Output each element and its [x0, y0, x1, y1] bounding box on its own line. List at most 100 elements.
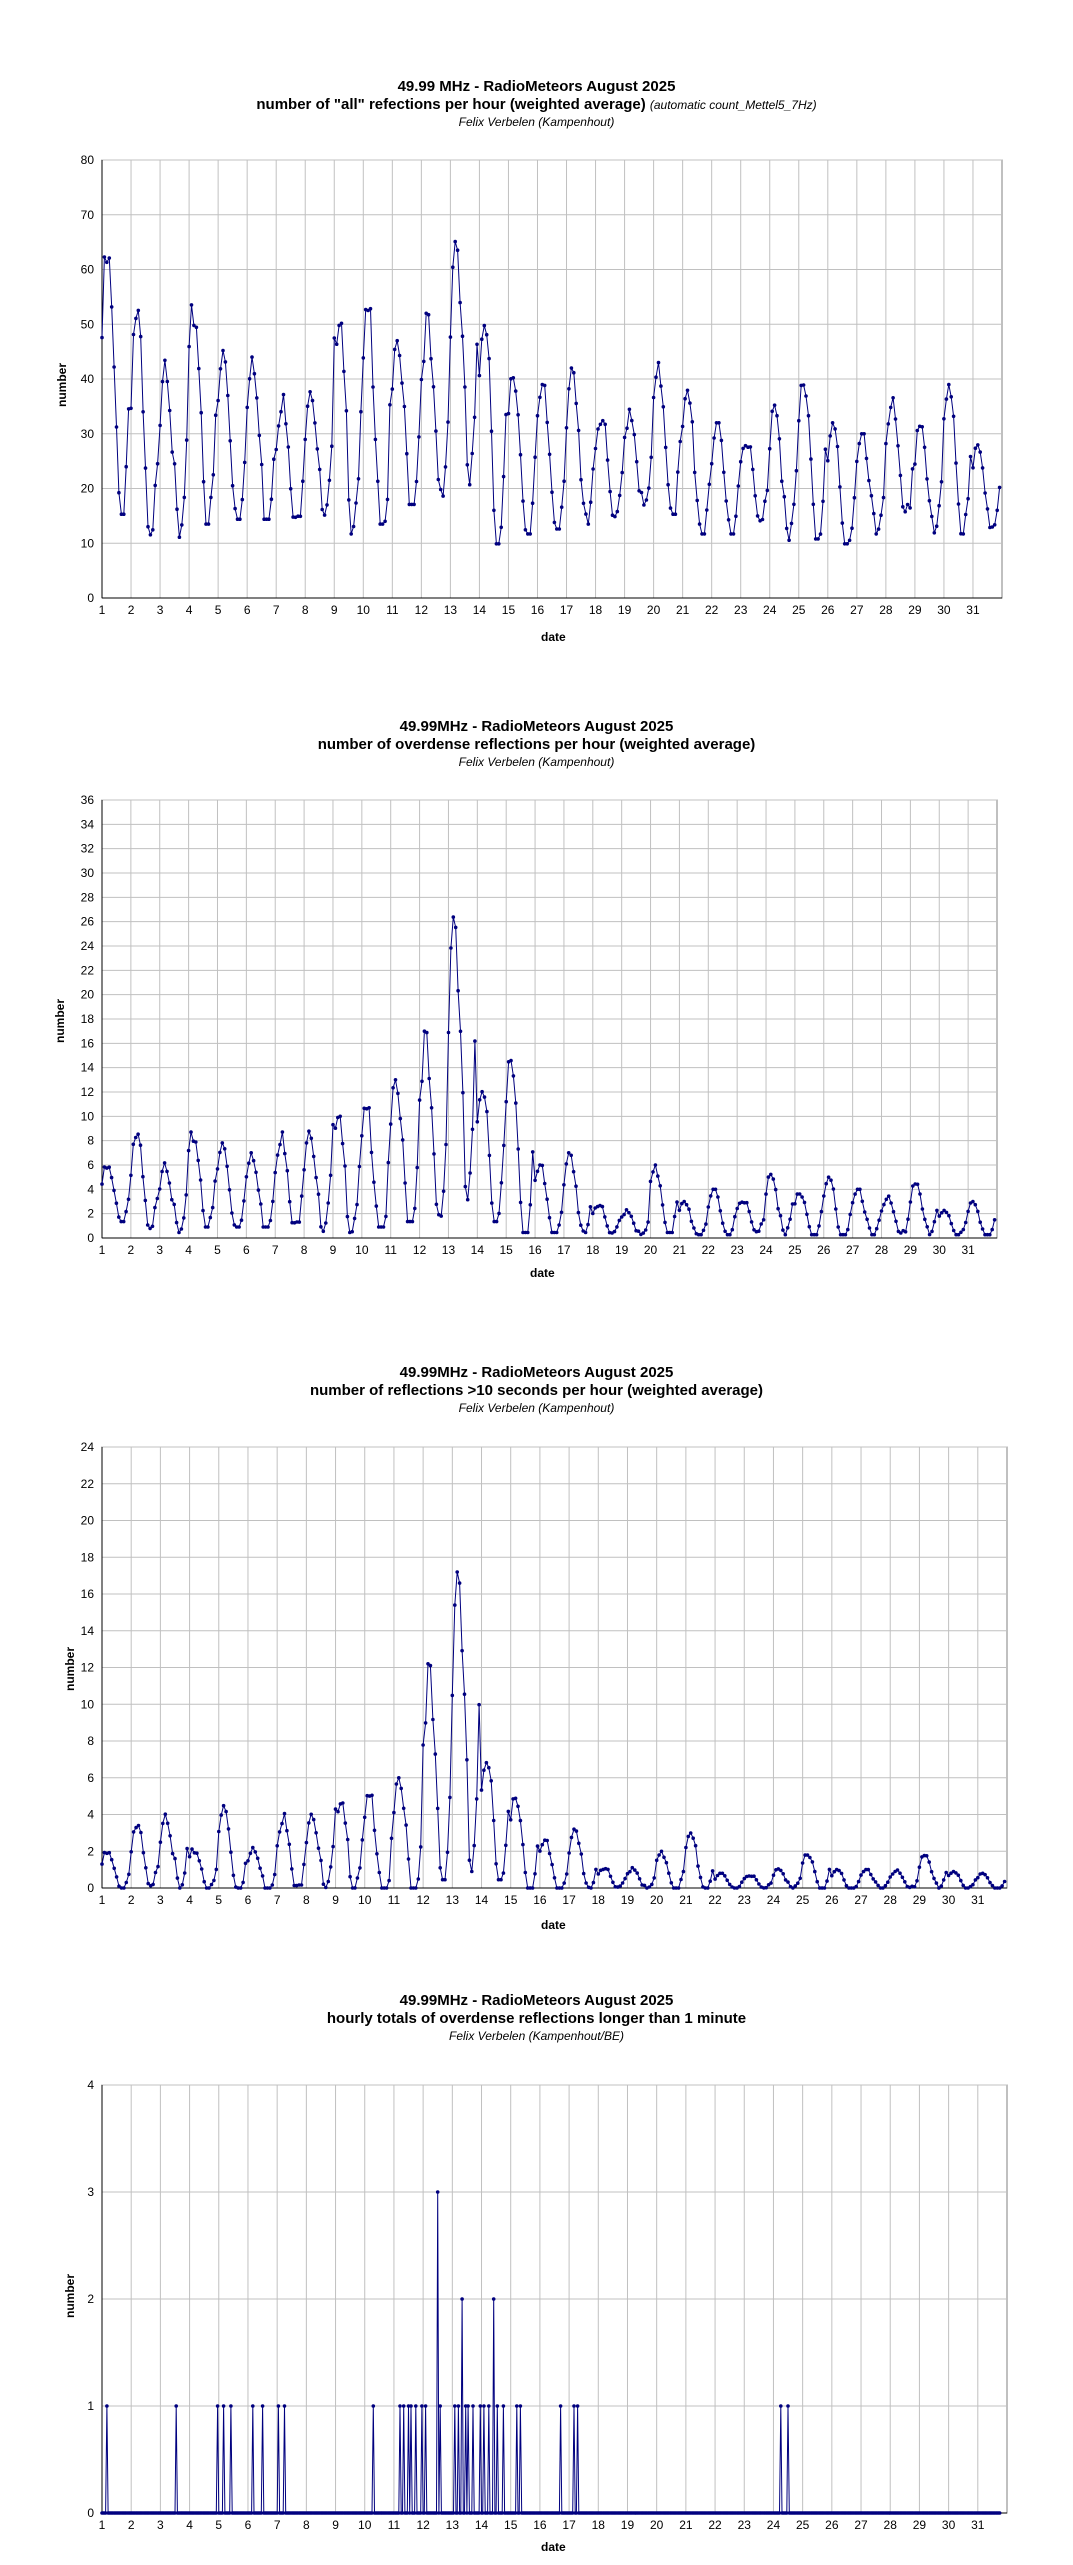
data-point: [385, 497, 390, 502]
data-point: [232, 1223, 237, 1227]
data-point: [392, 1810, 396, 1815]
x-tick-label: 15: [500, 1243, 514, 1257]
data-point: [649, 455, 653, 460]
data-point: [210, 1205, 215, 1210]
data-point: [225, 1164, 229, 1169]
data-point: [317, 467, 322, 472]
data-point: [516, 1147, 520, 1151]
data-point: [641, 1231, 646, 1235]
data-point: [372, 1180, 376, 1184]
data-point: [678, 439, 682, 444]
x-tick-label: 2: [128, 603, 135, 617]
data-point: [684, 1202, 689, 1207]
data-point: [227, 1188, 232, 1192]
data-point: [712, 436, 716, 440]
x-tick-label: 2: [128, 1893, 135, 1907]
data-point: [596, 427, 600, 431]
data-point: [571, 1169, 576, 1174]
data-point: [759, 1222, 763, 1226]
data-point: [273, 1170, 278, 1175]
data-point: [328, 1865, 333, 1869]
data-point: [814, 1232, 819, 1237]
x-axis-label: date: [541, 2540, 566, 2554]
data-point: [180, 1883, 185, 1887]
chart-title: 49.99MHz - RadioMeteors August 2025: [399, 718, 674, 735]
data-point: [963, 512, 968, 517]
data-point: [148, 533, 153, 537]
data-point: [450, 1693, 455, 1698]
data-point: [275, 1844, 280, 1848]
data-point: [281, 392, 286, 397]
data-point: [196, 1158, 200, 1163]
data-point: [320, 507, 325, 512]
data-point: [345, 1837, 350, 1842]
data-point: [630, 418, 634, 423]
data-point: [319, 1225, 323, 1229]
data-point: [328, 1173, 333, 1178]
data-point: [823, 447, 828, 452]
data-point: [339, 321, 344, 326]
data-point: [189, 1130, 193, 1134]
data-point: [297, 1220, 302, 1224]
data-point: [485, 1109, 489, 1114]
data-point: [427, 1076, 432, 1081]
data-point: [184, 1193, 188, 1197]
data-point: [738, 459, 743, 464]
y-tick-label: 18: [81, 1012, 95, 1026]
data-point: [207, 1886, 211, 1890]
data-point: [966, 496, 970, 501]
data-point: [479, 1788, 484, 1792]
data-point: [794, 468, 799, 473]
data-point: [917, 1865, 922, 1869]
data-point: [330, 444, 334, 449]
data-point: [471, 2404, 475, 2408]
data-point: [114, 425, 119, 429]
data-point: [871, 1877, 875, 1881]
data-point: [491, 1818, 496, 1823]
data-point: [146, 524, 150, 529]
data-point: [127, 1872, 131, 1877]
data-point: [315, 447, 320, 451]
x-tick-label: 25: [788, 1243, 802, 1257]
data-point: [894, 1219, 898, 1224]
data-point: [533, 1178, 537, 1183]
data-point: [343, 1821, 348, 1825]
data-point: [775, 413, 779, 418]
data-point: [956, 1873, 961, 1877]
data-point: [862, 432, 866, 436]
data-point: [642, 503, 646, 507]
data-point: [647, 486, 651, 490]
x-tick-label: 17: [557, 1243, 571, 1257]
data-point: [513, 389, 518, 393]
data-point: [276, 2404, 281, 2408]
data-point: [947, 382, 951, 387]
data-point: [566, 1151, 571, 1155]
data-point: [449, 946, 453, 950]
y-tick-label: 4: [87, 1808, 94, 1822]
data-point: [993, 1886, 997, 1890]
data-point: [781, 1228, 785, 1232]
data-point: [830, 421, 835, 425]
data-point: [676, 1886, 681, 1890]
x-tick-label: 31: [961, 1243, 975, 1257]
data-point: [766, 1175, 771, 1179]
x-tick-label: 5: [215, 1893, 222, 1907]
data-point: [869, 1872, 873, 1877]
data-point: [530, 1886, 535, 1890]
data-point: [433, 1752, 438, 1756]
data-point: [734, 514, 738, 518]
data-point: [223, 360, 228, 364]
data-point: [224, 1809, 228, 1814]
data-point: [808, 1855, 812, 1860]
data-point: [617, 1218, 622, 1223]
data-point: [473, 1039, 477, 1043]
x-tick-label: 5: [214, 1243, 221, 1257]
data-point: [559, 505, 564, 510]
y-tick-label: 2: [87, 2292, 94, 2306]
data-point: [959, 1878, 963, 1883]
data-point: [198, 1178, 203, 1182]
data-point: [190, 1847, 194, 1851]
data-point: [272, 1872, 277, 1877]
data-point: [570, 2511, 575, 2515]
x-tick-label: 8: [303, 2518, 310, 2532]
